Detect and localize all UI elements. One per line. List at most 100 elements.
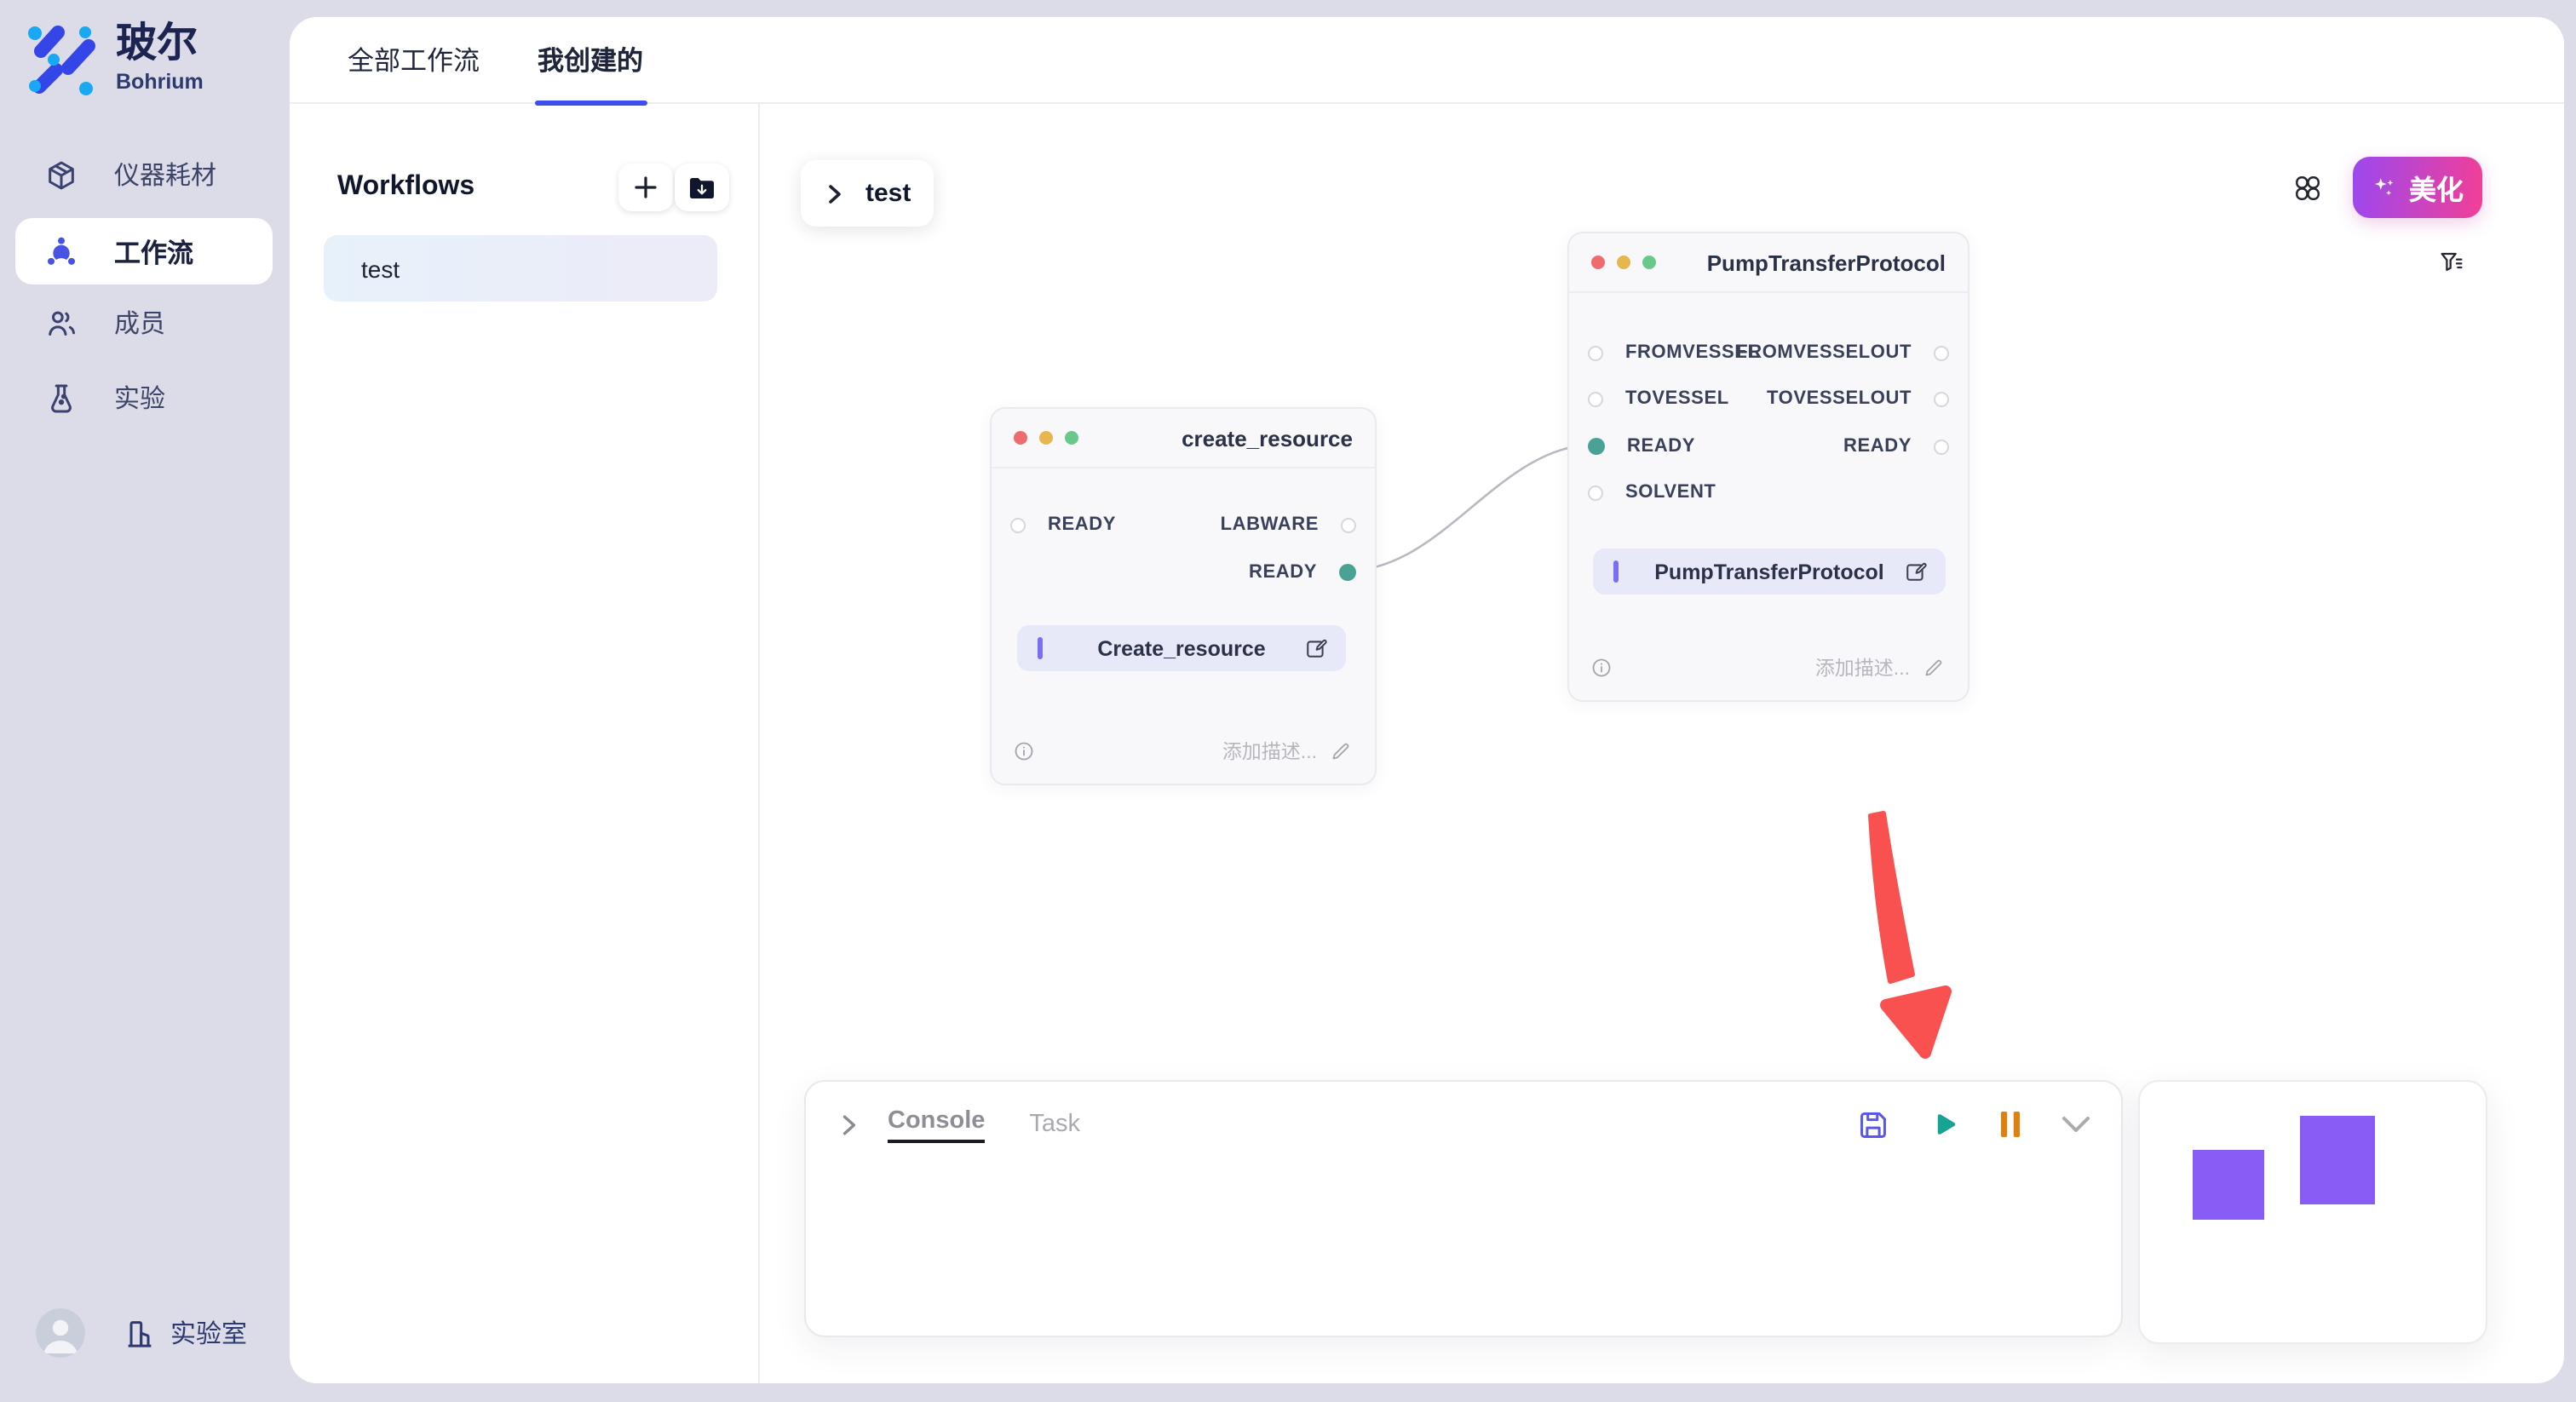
sidebar: 玻尔 Bohrium 仪器耗材 工作流 [0,0,290,1402]
port-label: LABWARE [1220,514,1319,535]
node-header: create_resource [992,409,1375,468]
name-box-accent-bar [1038,637,1042,659]
edge-ready-to-ready[interactable] [1347,443,1596,572]
port-circle[interactable] [1934,391,1949,406]
sidebar-footer: 实验室 [36,1308,247,1358]
bohrium-logo-icon [28,26,95,95]
brand-name-zh: 玻尔 [116,20,198,66]
header-tabbar: 全部工作流 我创建的 [290,16,2564,106]
canvas-overlay [1347,443,1952,1059]
experiment-icon [51,383,72,412]
workflow-icon [48,236,75,264]
plus-icon [635,176,657,198]
dot-red [1014,431,1027,445]
port-label: READY [1248,562,1317,583]
port-circle[interactable] [1588,391,1603,406]
workflow-item-label: test [361,255,400,282]
port-circle[interactable] [1588,485,1603,500]
port-out-ready[interactable]: READY [1248,562,1356,583]
brand-logo: 玻尔 Bohrium [24,20,204,97]
port-circle[interactable] [1934,345,1949,360]
workflow-list-panel: Workflows test [290,104,760,1383]
node-pump-transfer-protocol[interactable]: PumpTransferProtocol FROMVESSEL TOVESSEL… [1567,232,1969,702]
tab-label: 我创建的 [538,48,644,77]
node-create-resource[interactable]: create_resource READY LABWARE READY Crea… [990,407,1377,785]
port-in-fromvessel[interactable]: FROMVESSEL [1588,342,1760,363]
node-title: create_resource [1182,425,1353,451]
port-out-ready[interactable]: READY [1843,436,1949,457]
avatar-icon [36,1308,85,1358]
workflow-list-header: Workflows [337,164,729,211]
filter-icon[interactable] [2438,249,2465,276]
workflow-list-title: Workflows [337,172,475,201]
collapse-chevron-icon[interactable] [2061,1116,2090,1133]
pencil-icon[interactable] [1923,657,1944,677]
pencil-icon[interactable] [1331,740,1351,761]
main-panel: 全部工作流 我创建的 Workflows [290,17,2564,1383]
info-icon[interactable] [1014,740,1034,761]
tab-all-workflows[interactable]: 全部工作流 [348,16,480,103]
beautify-label: 美化 [2408,177,2464,206]
minimap[interactable] [2138,1080,2487,1344]
minimap-node [2193,1150,2264,1220]
port-label: SOLVENT [1625,482,1716,503]
folder-download-icon [690,177,714,198]
minimap-node [2300,1116,2375,1204]
port-in-ready[interactable]: READY [1588,436,1696,457]
breadcrumb[interactable]: test [801,160,934,227]
port-out-fromvesselout[interactable]: FROMVESSELOUT [1736,342,1949,363]
beautify-button[interactable]: 美化 [2353,157,2482,218]
workspace-label[interactable]: 实验室 [170,1320,248,1349]
sidebar-item-members[interactable]: 成员 [0,290,290,356]
chevron-right-icon [829,184,841,203]
console-tab-console[interactable]: Console [888,1106,986,1142]
name-box-accent-bar [1613,560,1618,583]
brand-name-en: Bohrium [116,70,204,94]
add-workflow-button[interactable] [618,164,673,211]
tab-label: 全部工作流 [348,48,480,77]
run-icon[interactable] [1929,1109,1959,1140]
sidebar-item-experiments[interactable]: 实验 [0,365,290,431]
dot-green [1642,256,1656,269]
annotation-arrow [1868,811,1952,1059]
edit-icon[interactable] [1305,637,1327,659]
description-placeholder[interactable]: 添加描述... [1814,658,1910,679]
sidebar-item-instruments[interactable]: 仪器耗材 [0,141,290,208]
tab-my-created[interactable]: 我创建的 [534,16,647,106]
save-icon[interactable] [1857,1108,1889,1141]
sidebar-item-label: 仪器耗材 [114,162,217,191]
port-circle[interactable] [1341,517,1356,532]
port-circle[interactable] [1010,517,1026,532]
avatar[interactable] [36,1308,85,1358]
info-icon[interactable] [1591,657,1612,677]
package-icon [49,160,74,189]
sidebar-item-workflows[interactable]: 工作流 [15,218,273,284]
port-label: READY [1627,436,1696,457]
port-out-tovesselout[interactable]: TOVESSELOUT [1767,388,1949,409]
node-name-box[interactable]: PumpTransferProtocol [1593,549,1946,595]
import-folder-button[interactable] [675,164,729,211]
sidebar-item-label: 工作流 [114,239,194,268]
breadcrumb-label: test [865,179,911,208]
workflow-canvas[interactable]: test 美化 [758,104,2564,1383]
port-in-solvent[interactable]: SOLVENT [1588,482,1716,503]
workflow-list-item-test[interactable]: test [324,235,717,302]
port-in-ready[interactable]: READY [1010,514,1116,535]
port-in-tovessel[interactable]: TOVESSEL [1588,388,1729,409]
chevron-right-icon[interactable] [840,1113,859,1135]
node-name-box[interactable]: Create_resource [1017,625,1346,671]
port-out-labware[interactable]: LABWARE [1220,514,1356,535]
node-name-label: PumpTransferProtocol [1654,560,1884,583]
console-body [806,1157,2121,1336]
port-circle[interactable] [1934,439,1949,454]
port-circle-connected[interactable] [1588,438,1605,455]
node-footer: 添加描述... [1591,656,1944,679]
description-placeholder[interactable]: 添加描述... [1222,742,1317,762]
edit-icon[interactable] [1905,560,1927,583]
port-circle-connected[interactable] [1339,564,1356,581]
console-tab-task[interactable]: Task [1029,1111,1081,1138]
pause-icon[interactable] [1998,1111,2022,1138]
command-layout-icon[interactable] [2293,174,2322,203]
port-circle[interactable] [1588,345,1603,360]
